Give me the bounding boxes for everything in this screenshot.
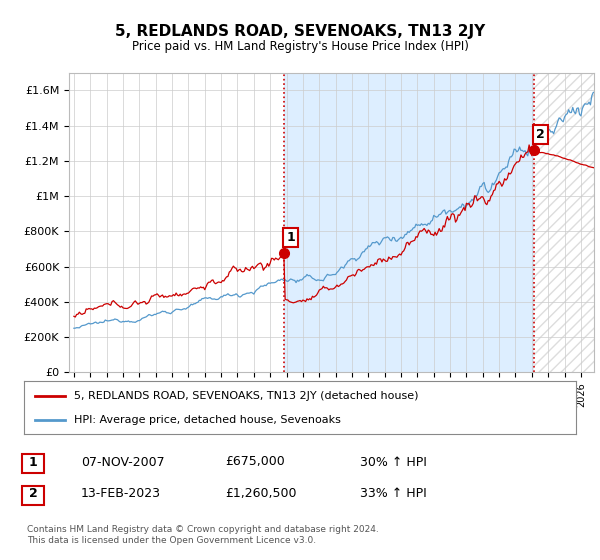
- Text: 30% ↑ HPI: 30% ↑ HPI: [360, 455, 427, 469]
- Text: 2: 2: [536, 128, 545, 141]
- Text: £1,260,500: £1,260,500: [225, 487, 296, 501]
- Bar: [534, 73, 594, 372]
- Text: 1: 1: [29, 455, 37, 469]
- Text: Contains HM Land Registry data © Crown copyright and database right 2024.
This d: Contains HM Land Registry data © Crown c…: [27, 525, 379, 545]
- Text: 07-NOV-2007: 07-NOV-2007: [81, 455, 164, 469]
- Text: 5, REDLANDS ROAD, SEVENOAKS, TN13 2JY: 5, REDLANDS ROAD, SEVENOAKS, TN13 2JY: [115, 24, 485, 39]
- Text: 33% ↑ HPI: 33% ↑ HPI: [360, 487, 427, 501]
- Text: Price paid vs. HM Land Registry's House Price Index (HPI): Price paid vs. HM Land Registry's House …: [131, 40, 469, 53]
- Text: HPI: Average price, detached house, Sevenoaks: HPI: Average price, detached house, Seve…: [74, 415, 341, 425]
- Text: £675,000: £675,000: [225, 455, 285, 469]
- Text: 5, REDLANDS ROAD, SEVENOAKS, TN13 2JY (detached house): 5, REDLANDS ROAD, SEVENOAKS, TN13 2JY (d…: [74, 391, 418, 401]
- Bar: [284, 73, 534, 372]
- Text: 2: 2: [29, 487, 37, 501]
- Text: 1: 1: [286, 231, 295, 244]
- Text: 13-FEB-2023: 13-FEB-2023: [81, 487, 161, 501]
